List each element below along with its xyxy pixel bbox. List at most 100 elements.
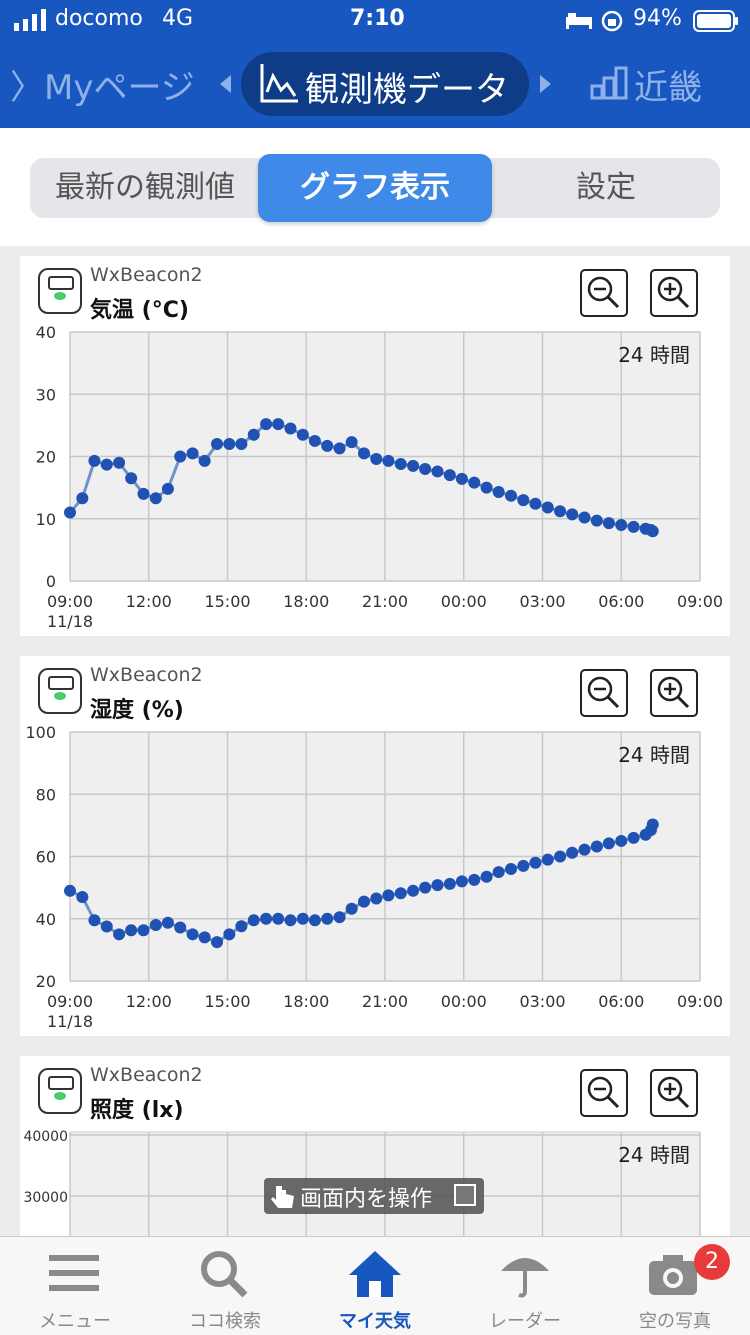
- data-point: [517, 494, 530, 507]
- data-point: [419, 462, 432, 475]
- x-tick-label: 15:00: [204, 592, 250, 611]
- nav-left-arrow-icon[interactable]: [220, 75, 231, 93]
- temperature-line-chart: 0 10 20 30 40 09:00 12:00 15:00 18:00 21:00 00:00 0…: [36, 323, 723, 631]
- x-tick-label: 18:00: [283, 992, 329, 1011]
- y-tick-label: 40: [36, 910, 56, 929]
- tab-my-weather[interactable]: マイ天気: [300, 1237, 450, 1335]
- data-point: [235, 438, 248, 451]
- illuminance-chart-card: WxBeacon2 照度 (lx) 40000 30000 24 時間: [20, 1056, 730, 1246]
- data-point: [615, 834, 628, 847]
- tab-latest-observations[interactable]: 最新の観測値: [55, 170, 235, 205]
- nav-current-label: 観測機データ: [305, 70, 509, 110]
- y-tick-label: 40: [36, 323, 56, 342]
- battery-percent: 94%: [633, 6, 682, 31]
- x-date-label: 11/18: [47, 1012, 93, 1031]
- data-point: [407, 459, 420, 472]
- data-point: [223, 928, 236, 941]
- zoom-in-button[interactable]: [650, 669, 698, 717]
- x-tick-label: 00:00: [441, 592, 487, 611]
- data-point: [100, 458, 113, 471]
- x-tick-label: 06:00: [598, 992, 644, 1011]
- device-icon: [38, 268, 82, 314]
- tab-label: メニュー: [39, 1311, 111, 1332]
- nav-current-page[interactable]: 観測機データ: [241, 52, 529, 116]
- notification-badge: 2: [694, 1244, 730, 1280]
- data-point: [76, 890, 89, 903]
- tab-search[interactable]: ココ検索: [150, 1237, 300, 1335]
- rotation-lock-icon: [600, 9, 624, 37]
- tab-radar[interactable]: レーダー: [450, 1237, 600, 1335]
- data-point: [407, 884, 420, 897]
- humidity-chart-card: WxBeacon2 湿度 (%) 20 40 60 80 100 09:00 12:00 15…: [20, 656, 730, 1036]
- data-point: [602, 517, 615, 530]
- data-point: [615, 518, 628, 531]
- data-point: [137, 924, 150, 937]
- data-point: [566, 508, 579, 521]
- y-tick-label: 30000: [23, 1190, 68, 1206]
- device-icon: [38, 668, 82, 714]
- illuminance-line-chart: 40000 30000 24 時間: [23, 1129, 701, 1246]
- data-point: [223, 438, 236, 451]
- y-tick-label: 40000: [23, 1129, 68, 1145]
- zoom-in-button[interactable]: [650, 269, 698, 317]
- tab-sky-photo[interactable]: 空の写真: [600, 1237, 750, 1335]
- data-point: [321, 439, 334, 452]
- data-point: [308, 914, 321, 927]
- tab-graph-view[interactable]: グラフ表示: [258, 154, 492, 222]
- x-tick-label: 15:00: [204, 992, 250, 1011]
- nav-prev-page[interactable]: 〉Myページ: [10, 68, 195, 108]
- screen-operate-toggle[interactable]: 画面内を操作: [264, 1178, 484, 1214]
- y-tick-label: 20: [36, 972, 56, 991]
- data-point: [578, 511, 591, 524]
- y-tick-label: 80: [36, 785, 56, 804]
- data-point: [235, 920, 248, 933]
- data-point: [284, 422, 297, 435]
- carrier-label: docomo: [55, 6, 143, 31]
- x-tick-label: 03:00: [519, 992, 565, 1011]
- signal-icon: [14, 9, 48, 35]
- data-point: [247, 428, 260, 441]
- nav-next-label[interactable]: 近畿: [634, 68, 702, 108]
- data-point: [505, 862, 517, 875]
- x-tick-label: 12:00: [126, 992, 172, 1011]
- y-tick-label: 60: [36, 848, 56, 867]
- zoom-in-icon: [657, 1076, 690, 1109]
- data-point: [590, 840, 603, 853]
- data-point: [88, 914, 101, 927]
- data-point: [646, 525, 659, 538]
- data-point: [541, 853, 554, 866]
- device-name: WxBeacon2: [90, 664, 203, 686]
- data-point: [554, 850, 567, 863]
- y-tick-label: 0: [46, 572, 56, 591]
- data-point: [554, 505, 567, 518]
- data-point: [260, 418, 273, 431]
- temperature-chart-card: WxBeacon2 気温 (°C) 0 10 20 30 40 09:00 12:00 15:…: [20, 256, 730, 636]
- x-tick-label: 09:00: [677, 592, 723, 611]
- tab-settings[interactable]: 設定: [576, 170, 636, 205]
- data-point: [541, 501, 554, 514]
- data-point: [64, 884, 76, 897]
- tab-label: レーダー: [489, 1311, 561, 1332]
- nav-right-arrow-icon[interactable]: [540, 75, 551, 93]
- data-point: [646, 818, 659, 831]
- data-point: [198, 931, 211, 944]
- data-point: [100, 920, 113, 933]
- zoom-out-button[interactable]: [580, 269, 628, 317]
- data-point: [431, 879, 444, 892]
- x-tick-label: 18:00: [283, 592, 329, 611]
- x-tick-label: 21:00: [362, 992, 408, 1011]
- zoom-out-button[interactable]: [580, 669, 628, 717]
- zoom-in-button[interactable]: [650, 1069, 698, 1117]
- data-point: [627, 520, 640, 533]
- view-switcher: 最新の観測値 グラフ表示 設定: [30, 154, 720, 222]
- data-point: [125, 472, 138, 485]
- metric-title: 湿度 (%): [90, 698, 184, 723]
- clock: 7:10: [350, 6, 405, 31]
- device-name: WxBeacon2: [90, 264, 203, 286]
- data-point: [431, 465, 444, 478]
- zoom-out-icon: [587, 1076, 620, 1109]
- data-point: [517, 859, 530, 872]
- tab-menu[interactable]: メニュー: [0, 1237, 150, 1335]
- data-point: [590, 514, 603, 527]
- zoom-out-button[interactable]: [580, 1069, 628, 1117]
